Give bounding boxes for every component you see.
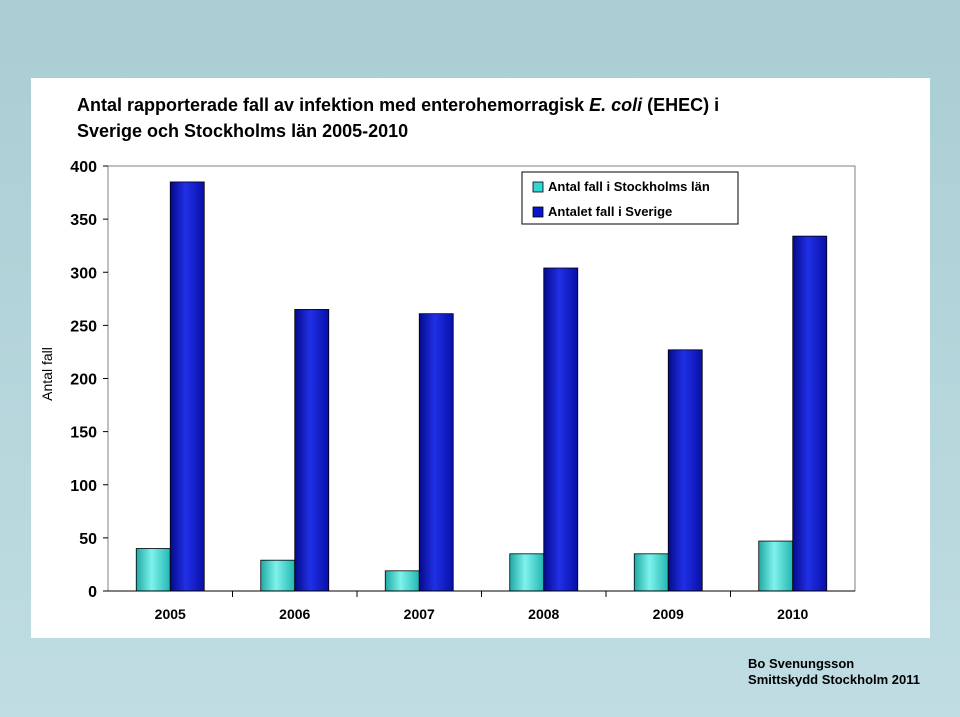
bar-stockholm: [633, 553, 669, 592]
title-text-part1: Antal rapporterade fall av infektion med…: [77, 95, 590, 115]
legend-box: [521, 171, 739, 225]
bar-sverige: [667, 349, 703, 592]
y-tick-label: 0: [88, 584, 97, 601]
credit-author: Bo Svenungsson: [748, 656, 855, 671]
y-tick-label: 400: [70, 159, 97, 176]
x-tick-label: 2008: [528, 606, 559, 622]
credit: Bo Svenungsson Smittskydd Stockholm 2011: [748, 656, 920, 688]
title-text-italic: E. coli: [589, 95, 643, 115]
y-tick-label: 200: [70, 372, 97, 389]
y-tick-label: 50: [79, 531, 97, 548]
bar-stockholm: [384, 570, 420, 592]
legend-swatch-stockholm: [532, 181, 544, 193]
x-tick-label: 2006: [279, 606, 310, 622]
y-tick-label: 300: [70, 265, 97, 282]
y-tick-label: 150: [70, 425, 97, 442]
bar-stockholm: [260, 559, 296, 592]
x-tick-label: 2007: [404, 606, 435, 622]
legend-label-stockholm: Antal fall i Stockholms län: [548, 179, 710, 194]
legend-label-sverige: Antalet fall i Sverige: [548, 204, 672, 219]
bar-stockholm: [509, 553, 545, 592]
y-tick-label: 100: [70, 478, 97, 495]
legend-swatch-sverige: [532, 206, 544, 218]
x-tick-label: 2009: [653, 606, 684, 622]
x-tick-label: 2005: [155, 606, 186, 622]
bar-sverige: [792, 235, 828, 592]
bar-stockholm: [758, 540, 794, 592]
bar-sverige: [169, 181, 205, 592]
y-tick-label: 250: [70, 318, 97, 335]
plot-area: [107, 165, 856, 592]
bar-sverige: [543, 267, 579, 592]
y-axis-label: Antal fall: [39, 347, 55, 401]
credit-organization: Smittskydd Stockholm 2011: [748, 672, 920, 687]
title-text-line2: Sverige och Stockholms län 2005-2010: [77, 121, 409, 141]
y-tick-label: 350: [70, 212, 97, 229]
title-text-part2: (EHEC) i: [642, 95, 720, 115]
bar-sverige: [294, 309, 330, 592]
bar-stockholm: [135, 548, 171, 592]
bar-sverige: [418, 313, 454, 592]
x-tick-label: 2010: [777, 606, 808, 622]
chart-title: Antal rapporterade fall av infektion med…: [77, 92, 837, 144]
